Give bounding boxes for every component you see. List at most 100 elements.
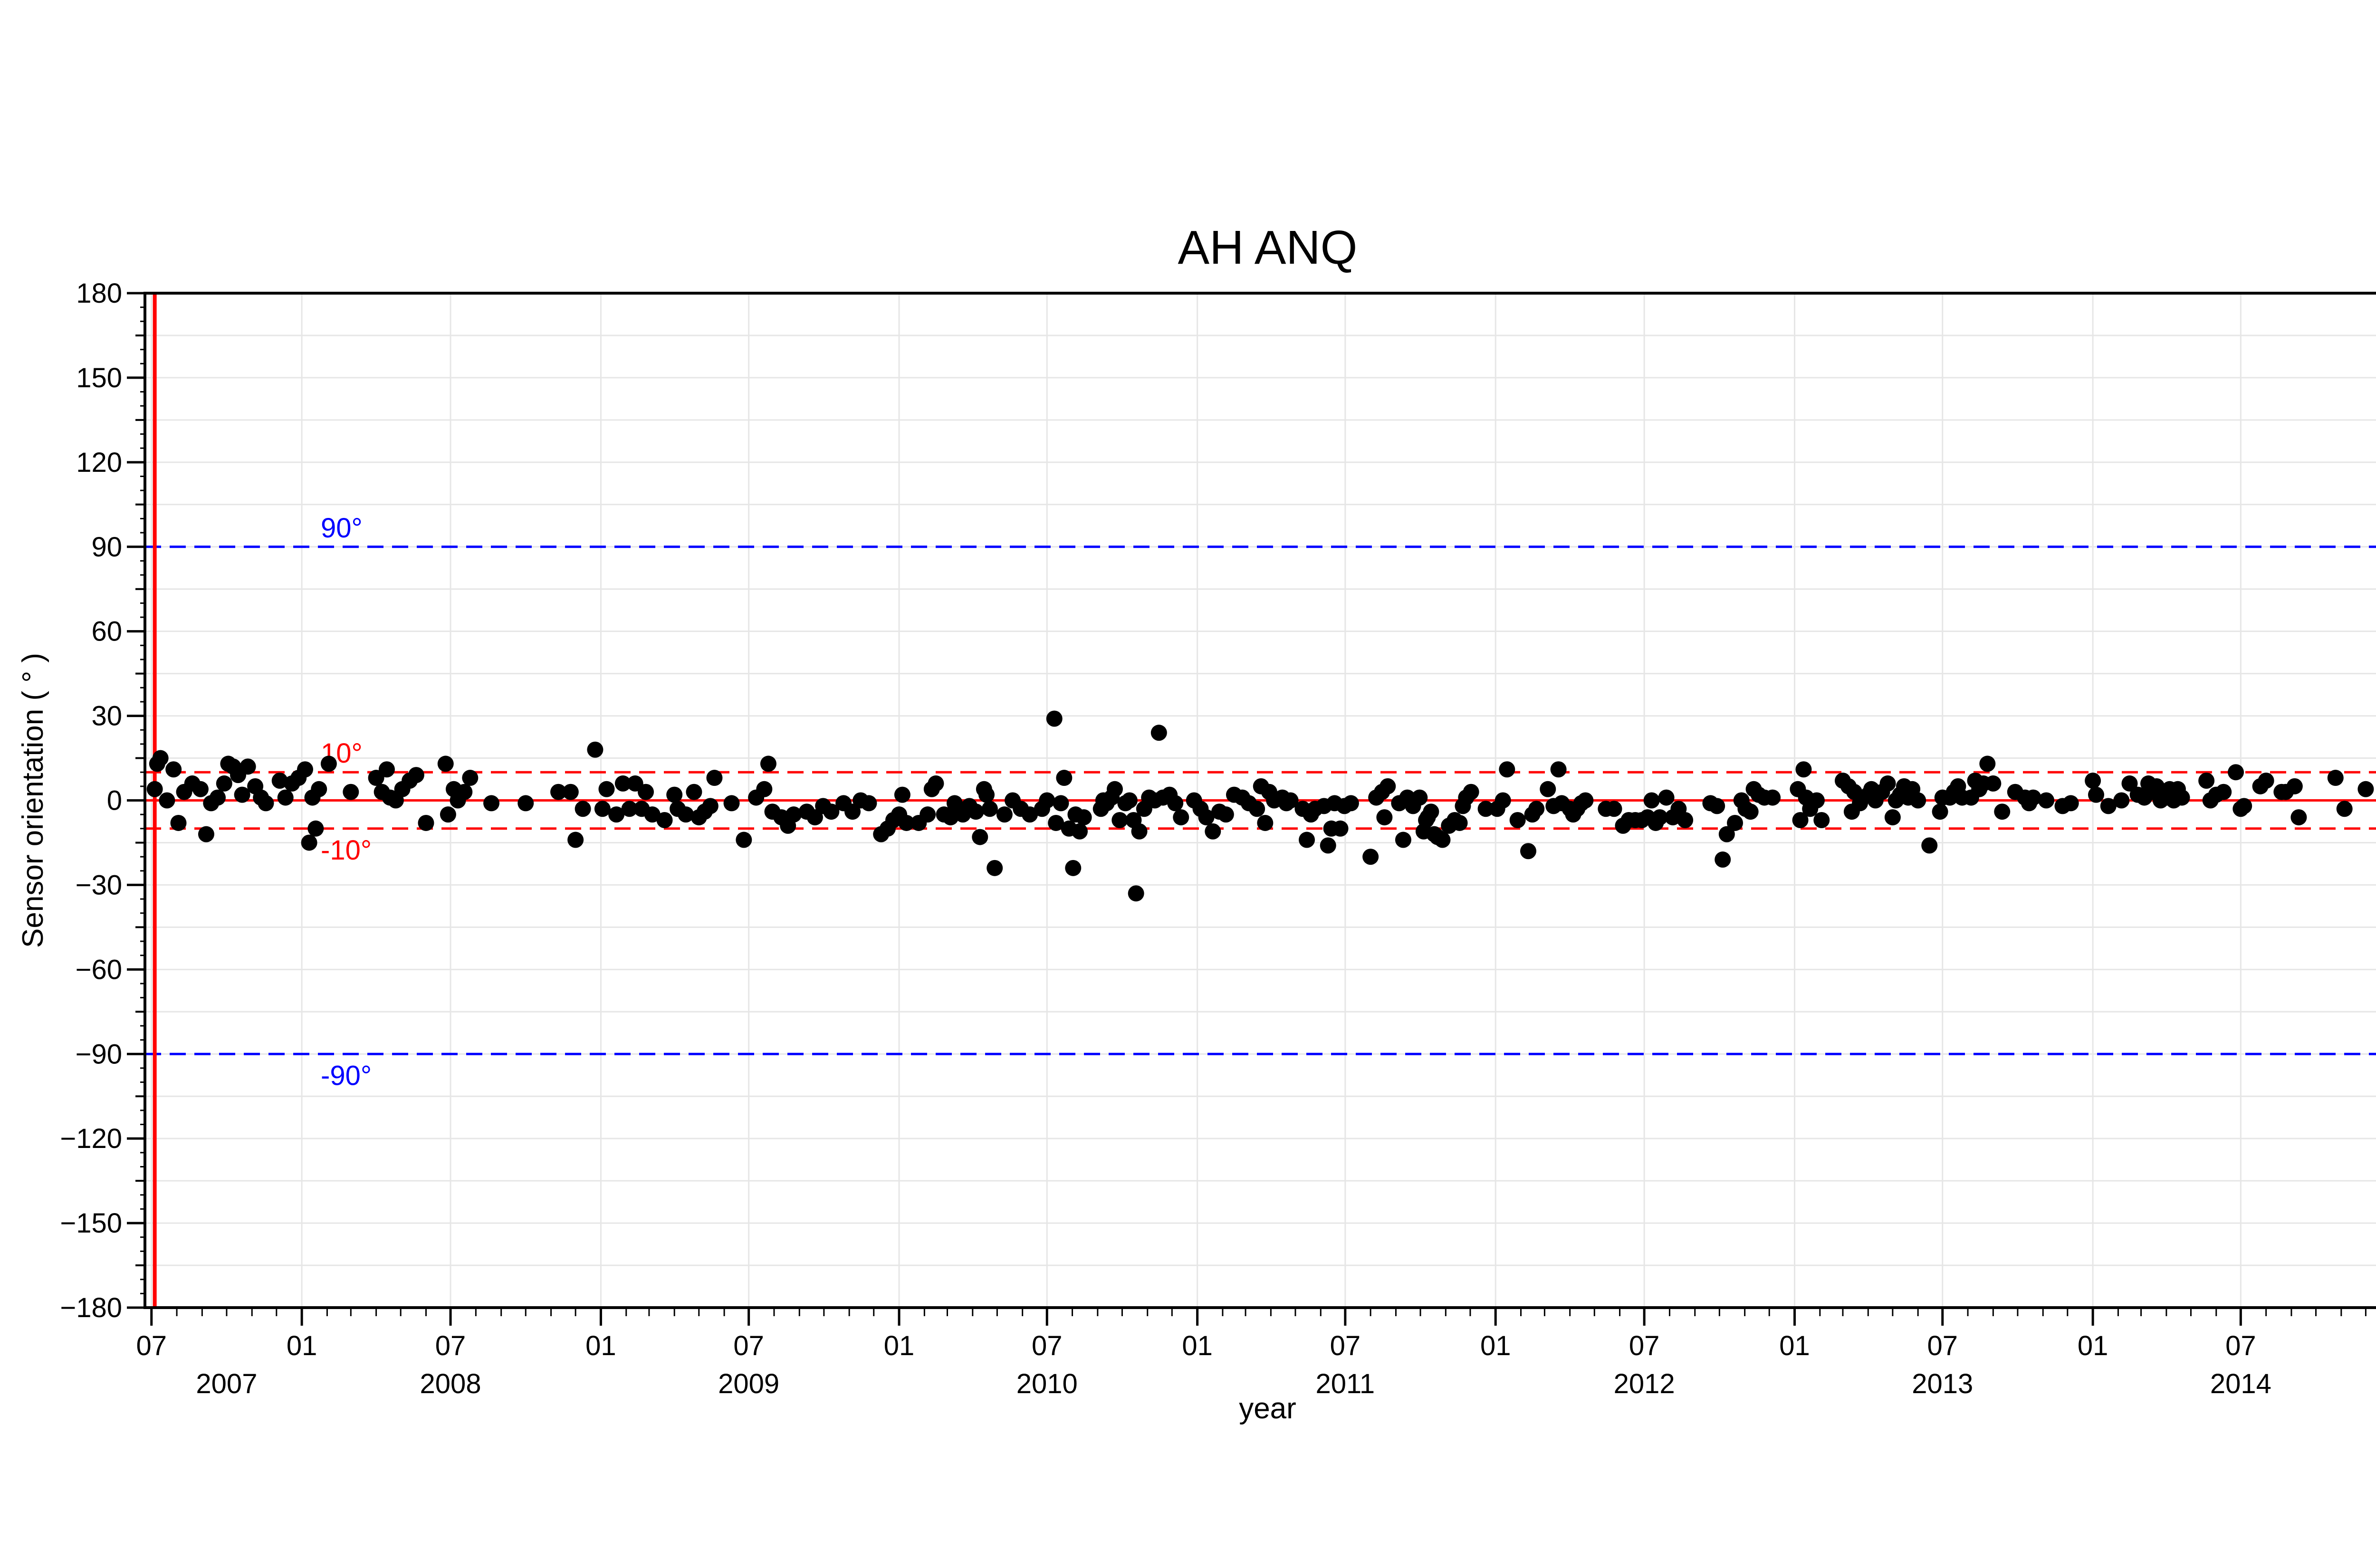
data-point (2174, 789, 2190, 806)
reference-line-label: 90° (321, 513, 363, 544)
data-point (170, 814, 187, 831)
x-year-label: 2008 (420, 1368, 481, 1399)
data-point (1128, 885, 1144, 902)
data-point (702, 798, 719, 814)
data-point (638, 784, 654, 800)
data-point (1651, 809, 1668, 826)
data-point (1477, 801, 1494, 817)
x-tick-label: 01 (884, 1330, 915, 1361)
data-point (2025, 789, 2041, 806)
data-point (2357, 781, 2374, 797)
data-point (1884, 809, 1901, 826)
data-point (2236, 798, 2252, 814)
chart-title: AH ANQ (1178, 221, 1358, 274)
data-point (1932, 803, 1948, 820)
x-tick-label: 07 (2225, 1330, 2256, 1361)
data-point (258, 795, 274, 812)
data-point (307, 820, 324, 837)
data-point (378, 761, 395, 778)
data-point (2121, 775, 2138, 792)
data-point (1994, 803, 2011, 820)
data-point (277, 789, 294, 806)
x-tick-label: 07 (733, 1330, 764, 1361)
data-point (2113, 792, 2130, 809)
data-point (621, 801, 638, 817)
x-year-label: 2010 (1016, 1368, 1078, 1399)
data-point (159, 792, 175, 809)
data-point (462, 770, 479, 786)
reference-line-label: -10° (321, 835, 372, 866)
data-point (786, 806, 802, 823)
data-point (996, 806, 1013, 823)
data-point (1065, 860, 1082, 876)
data-point (2228, 764, 2244, 781)
data-point (1380, 778, 1396, 794)
data-point (614, 775, 631, 792)
y-axis-label: Sensor orientation ( ° ) (17, 653, 49, 948)
reference-line-label: -90° (321, 1060, 372, 1091)
data-point (1320, 837, 1336, 854)
x-tick-label: 01 (287, 1330, 317, 1361)
data-point (2215, 784, 2232, 800)
data-point (2062, 795, 2079, 812)
y-tick-label: 0 (107, 785, 122, 816)
data-point (1121, 792, 1138, 809)
data-point (1131, 823, 1148, 840)
data-point (1658, 789, 1675, 806)
x-tick-label: 07 (1032, 1330, 1063, 1361)
y-tick-label: 60 (91, 616, 122, 647)
data-point (456, 784, 473, 800)
data-point (1495, 792, 1511, 809)
data-point (165, 761, 182, 778)
data-point (1048, 814, 1064, 831)
data-point (408, 767, 424, 784)
data-point (1205, 823, 1221, 840)
data-point (1540, 781, 1556, 797)
data-point (1411, 789, 1428, 806)
data-point (861, 795, 877, 812)
y-tick-label: 150 (76, 363, 122, 393)
data-point (942, 809, 959, 826)
data-point (608, 806, 625, 823)
data-point (301, 834, 317, 851)
data-point (1606, 801, 1622, 817)
data-point (1376, 809, 1393, 826)
data-point (562, 784, 579, 800)
x-tick-label: 01 (1182, 1330, 1213, 1361)
data-point (234, 786, 250, 803)
data-point (1150, 725, 1167, 741)
data-point (146, 781, 163, 797)
data-point (656, 812, 673, 829)
data-point (1362, 849, 1379, 865)
data-point (1217, 806, 1234, 823)
data-point (437, 755, 454, 772)
y-tick-label: 90 (91, 532, 122, 563)
x-axis-label: year (1239, 1392, 1296, 1425)
data-point (920, 806, 936, 823)
data-point (550, 784, 567, 800)
data-point (1249, 801, 1265, 817)
data-point (678, 806, 694, 823)
data-point (823, 803, 840, 820)
axis-ticks: 180 150 120 90 60 30 0 −30 −60 −90 −120 −150 −180 07 0… (60, 278, 2366, 1399)
x-tick-label: 07 (136, 1330, 167, 1361)
data-point (1072, 823, 1088, 840)
y-tick-label: −150 (60, 1208, 122, 1239)
data-point (1979, 755, 1996, 772)
data-point (1718, 826, 1735, 842)
data-point (1677, 812, 1694, 829)
data-point (594, 801, 611, 817)
data-point (1742, 803, 1759, 820)
data-point (1985, 775, 2002, 792)
data-point (723, 795, 740, 812)
data-point (1727, 814, 1744, 831)
data-point (1111, 812, 1128, 829)
data-point (928, 775, 944, 792)
data-point (1451, 814, 1468, 831)
data-point (418, 814, 434, 831)
data-point (192, 781, 209, 797)
data-point (706, 770, 723, 786)
y-tick-label: −180 (60, 1292, 122, 1323)
data-point (2085, 772, 2101, 789)
